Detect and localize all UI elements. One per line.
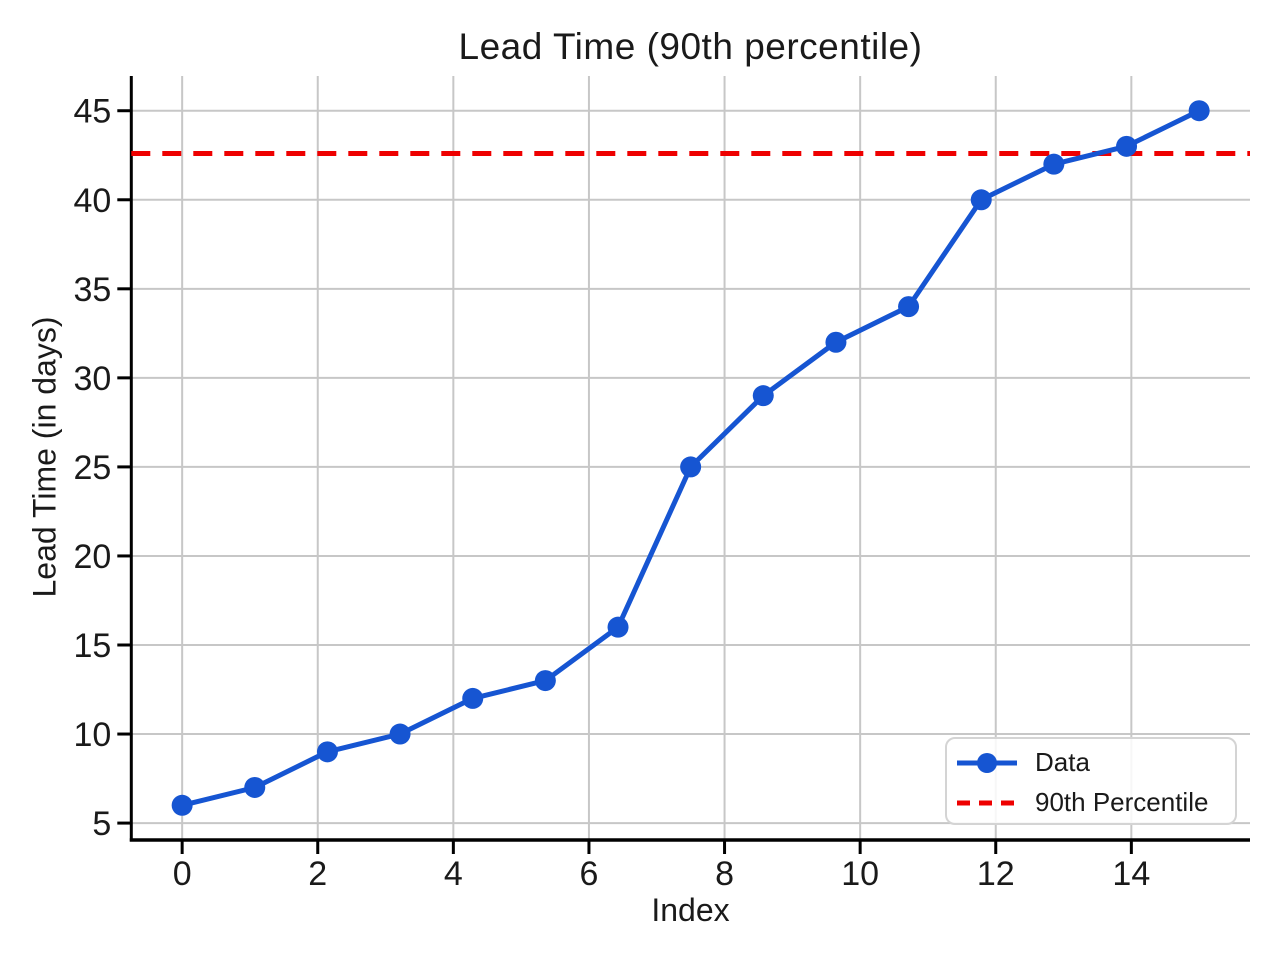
y-tick-label: 10 [73, 716, 111, 754]
y-tick-label: 20 [73, 538, 111, 576]
data-point-marker [752, 385, 774, 407]
legend-item-percentile: 90th Percentile [955, 783, 1235, 822]
x-tick-label: 8 [715, 855, 734, 893]
data-point-marker [1043, 153, 1065, 175]
data-point-marker [680, 456, 702, 478]
y-tick-label: 30 [73, 360, 111, 398]
y-tick-label: 40 [73, 182, 111, 220]
y-tick-label: 5 [92, 805, 111, 843]
data-point-marker [607, 616, 629, 638]
y-axis-label: Lead Time (in days) [26, 316, 63, 598]
x-tick-label: 0 [173, 855, 192, 893]
data-point-marker [534, 670, 556, 692]
data-point-marker [1116, 135, 1138, 157]
x-axis-label: Index [651, 892, 730, 928]
y-tick-label: 45 [73, 93, 111, 131]
legend-data-line-icon [957, 752, 1017, 773]
x-tick-label: 10 [841, 855, 879, 893]
y-tick-label: 35 [73, 271, 111, 309]
legend-item-data: Data [955, 743, 1235, 782]
x-tick-label: 2 [308, 855, 327, 893]
legend: Data 90th Percentile [945, 737, 1237, 825]
legend-label-data: Data [1035, 747, 1090, 777]
data-point-marker [898, 296, 920, 318]
y-tick-label: 25 [73, 449, 111, 487]
data-point-marker [244, 776, 266, 798]
x-tick-label: 4 [444, 855, 463, 893]
legend-percentile-dashed-line-icon [957, 800, 1017, 805]
data-point-marker [389, 723, 411, 745]
data-point-marker [316, 741, 338, 763]
data-point-marker [171, 794, 193, 816]
y-tick-label: 15 [73, 627, 111, 665]
x-tick-label: 12 [977, 855, 1015, 893]
data-point-marker [1188, 100, 1210, 122]
data-point-marker [970, 189, 992, 211]
chart-title: Lead Time (90th percentile) [458, 26, 923, 67]
data-point-marker [825, 331, 847, 353]
x-tick-label: 14 [1112, 855, 1150, 893]
x-tick-label: 6 [579, 855, 598, 893]
legend-label-percentile: 90th Percentile [1035, 787, 1209, 817]
data-point-marker [462, 687, 484, 709]
